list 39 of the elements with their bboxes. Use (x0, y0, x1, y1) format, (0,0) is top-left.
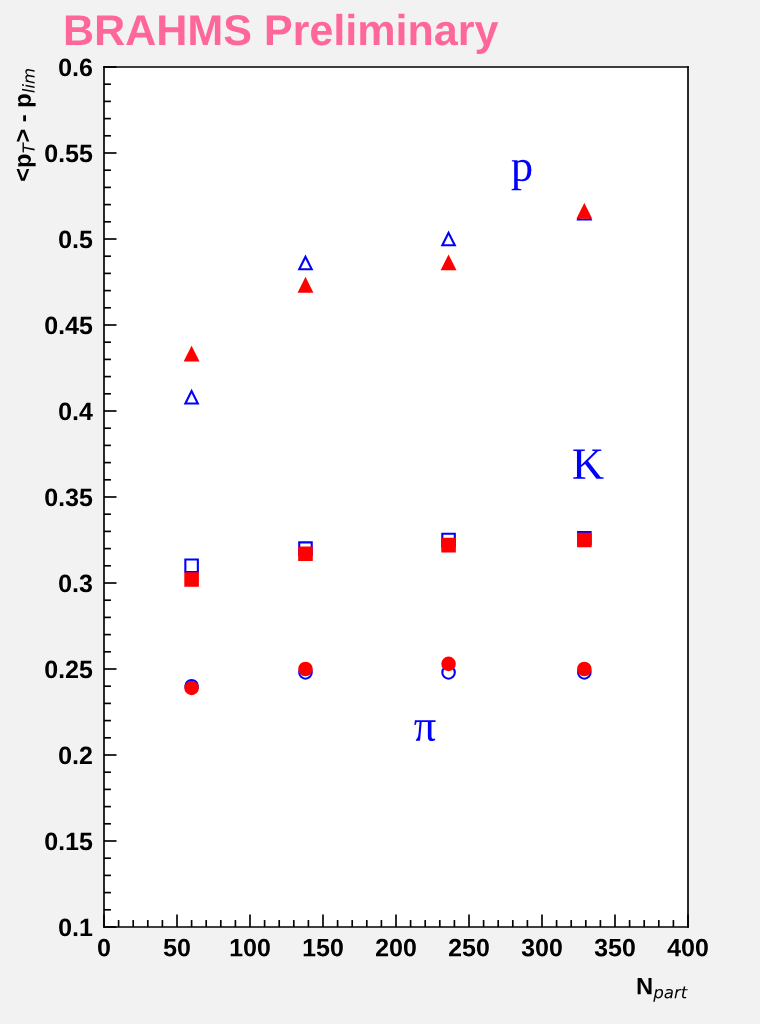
x-tick-label: 0 (98, 938, 110, 957)
y-tick-label: 0.4 (59, 402, 93, 421)
x-tick-label: 100 (230, 938, 270, 957)
y-tick-label: 0.25 (45, 660, 93, 679)
annotation: p (511, 159, 532, 191)
point (298, 546, 313, 562)
y-tick-label: 0.2 (59, 746, 92, 765)
point (441, 231, 456, 247)
point (441, 255, 456, 271)
y-tick-label: 0.15 (45, 832, 93, 851)
x-tick-label: 150 (303, 938, 343, 957)
point (184, 572, 199, 587)
point (298, 661, 313, 677)
x-tick-label: 300 (521, 938, 562, 957)
x-tick-label: 200 (376, 938, 416, 957)
point (184, 558, 199, 574)
y-tick-label: 0.55 (45, 144, 93, 163)
y-tick-label: 0.35 (45, 488, 93, 507)
x-tick-label: 400 (667, 938, 708, 957)
annotation: K (573, 449, 604, 479)
y-axis-title: <p$_{T}$> - p$_{lim}$ (16, 69, 36, 181)
point (441, 537, 456, 553)
point (184, 346, 199, 362)
x-tick-label: 250 (449, 938, 489, 957)
y-tick-label: 0.3 (59, 574, 92, 593)
chart-title: BRAHMS Preliminary (65, 13, 499, 54)
y-tick-label: 0.5 (59, 230, 93, 249)
x-tick-label: 50 (163, 938, 190, 957)
x-axis-title: N$_{part}$ (637, 978, 688, 1002)
y-tick-label: 0.6 (59, 58, 92, 77)
annotation: π (414, 720, 436, 742)
point (441, 656, 456, 672)
y-tick-label: 0.1 (59, 918, 93, 937)
point (298, 278, 313, 293)
y-tick-label: 0.45 (45, 316, 93, 335)
x-tick-label: 350 (594, 938, 635, 957)
point (298, 255, 313, 271)
point (184, 389, 199, 405)
point (577, 661, 592, 677)
